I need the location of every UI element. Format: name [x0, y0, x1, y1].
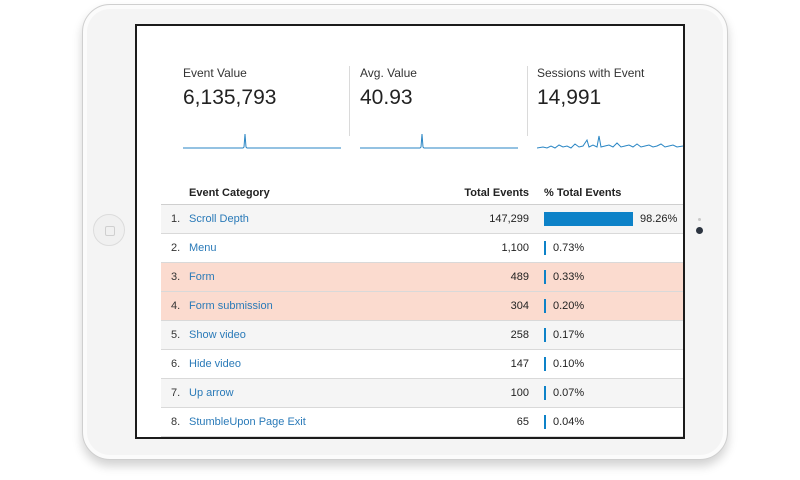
row-category-link[interactable]: StumbleUpon Page Exit — [189, 416, 306, 428]
row-percent-bar — [544, 212, 633, 226]
row-percent-label: 0.04% — [553, 416, 585, 428]
camera-icon — [696, 227, 703, 234]
header-total-events[interactable]: Total Events — [464, 187, 529, 199]
row-rank: 7. — [171, 387, 181, 399]
table-row: 7. Up arrow 100 0.07% — [161, 379, 683, 408]
sparkline-event-value — [183, 133, 341, 149]
row-total-events: 258 — [510, 329, 529, 341]
row-category-link[interactable]: Scroll Depth — [189, 213, 249, 225]
table-row: 5. Show video 258 0.17% — [161, 321, 683, 350]
row-percent-label: 0.73% — [553, 242, 585, 254]
row-category-link[interactable]: Form submission — [189, 300, 273, 312]
table-row: 2. Menu 1,100 0.73% — [161, 234, 683, 263]
row-category-link[interactable]: Up arrow — [189, 387, 234, 399]
row-percent-bar — [544, 241, 546, 255]
row-rank: 5. — [171, 329, 181, 341]
metric-label: Sessions with Event — [537, 66, 645, 80]
row-category-link[interactable]: Hide video — [189, 358, 241, 370]
row-percent-bar — [544, 299, 546, 313]
metric-divider — [527, 66, 528, 136]
home-button[interactable] — [93, 214, 125, 246]
row-total-events: 65 — [516, 416, 529, 428]
row-rank: 3. — [171, 271, 181, 283]
metric-value: 6,135,793 — [183, 86, 277, 109]
row-percent-label: 0.33% — [553, 271, 585, 283]
row-percent-bar — [544, 328, 546, 342]
home-square-icon — [105, 226, 115, 236]
row-rank: 6. — [171, 358, 181, 370]
metric-value: 40.93 — [360, 86, 413, 109]
row-percent-label: 0.17% — [553, 329, 585, 341]
sensor-dot — [698, 218, 701, 221]
row-total-events: 100 — [510, 387, 529, 399]
table-row: 4. Form submission 304 0.20% — [161, 292, 683, 321]
row-percent-bar — [544, 357, 546, 371]
metric-value: 14,991 — [537, 86, 602, 109]
row-total-events: 304 — [510, 300, 529, 312]
row-category-link[interactable]: Menu — [189, 242, 217, 254]
table-row: 6. Hide video 147 0.10% — [161, 350, 683, 379]
row-total-events: 489 — [510, 271, 529, 283]
table-row: 8. StumbleUpon Page Exit 65 0.04% — [161, 408, 683, 437]
row-category-link[interactable]: Form — [189, 271, 215, 283]
row-percent-label: 98.26% — [640, 213, 678, 225]
metric-label: Avg. Value — [360, 66, 417, 80]
analytics-screen: Event Value 6,135,793 Avg. Value 40.93 S… — [135, 24, 685, 439]
header-event-category[interactable]: Event Category — [189, 187, 270, 199]
row-percent-label: 0.20% — [553, 300, 585, 312]
row-rank: 2. — [171, 242, 181, 254]
row-rank: 4. — [171, 300, 181, 312]
events-table: Event Category Total Events % Total Even… — [161, 180, 683, 437]
table-row: 3. Form 489 0.33% — [161, 263, 683, 292]
row-percent-bar — [544, 270, 546, 284]
metric-label: Event Value — [183, 66, 247, 80]
row-rank: 1. — [171, 213, 181, 225]
row-total-events: 147 — [510, 358, 529, 370]
row-percent-bar — [544, 415, 546, 429]
sparkline-avg-value — [360, 133, 518, 149]
table-header: Event Category Total Events % Total Even… — [161, 180, 683, 205]
row-percent-bar — [544, 386, 546, 400]
row-rank: 8. — [171, 416, 181, 428]
metric-divider — [349, 66, 350, 136]
row-category-link[interactable]: Show video — [189, 329, 246, 341]
header-percent-total[interactable]: % Total Events — [544, 187, 622, 199]
row-total-events: 147,299 — [489, 213, 529, 225]
sparkline-sessions — [537, 135, 683, 149]
row-total-events: 1,100 — [501, 242, 529, 254]
table-row: 1. Scroll Depth 147,299 98.26% — [161, 205, 683, 234]
row-percent-label: 0.10% — [553, 358, 585, 370]
row-percent-label: 0.07% — [553, 387, 585, 399]
